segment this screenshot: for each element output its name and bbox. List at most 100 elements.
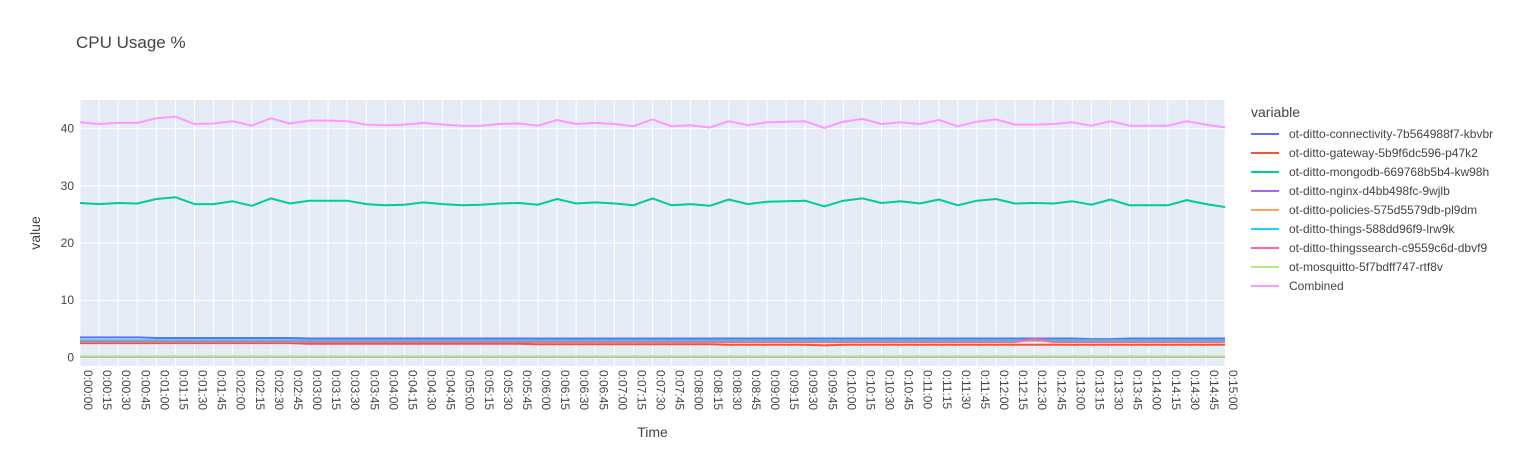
x-tick-label: 0:00:15 (100, 370, 114, 410)
legend-label: ot-ditto-nginx-d4bb498fc-9wjlb (1289, 183, 1450, 198)
series-line-6 (80, 338, 1225, 343)
legend-label: ot-ditto-connectivity-7b564988f7-kbvbr (1289, 126, 1494, 141)
x-tick-label: 0:03:45 (367, 370, 381, 410)
y-tick-label: 40 (61, 122, 75, 136)
x-tick-label: 0:04:15 (405, 370, 419, 410)
x-tick-label: 0:03:00 (310, 370, 324, 410)
legend-swatch (1251, 208, 1279, 211)
legend-label: ot-ditto-thingssearch-c9559c6d-dbvf9 (1289, 240, 1488, 255)
x-tick-label: 0:02:30 (272, 370, 286, 410)
x-tick-label: 0:10:00 (844, 370, 858, 410)
legend-item[interactable]: ot-ditto-gateway-5b9f6dc596-p47k2 (1251, 143, 1493, 162)
chart-title: CPU Usage % (76, 33, 186, 52)
x-axis-title: Time (637, 424, 668, 440)
x-tick-label: 0:06:15 (558, 370, 572, 410)
legend-swatch (1251, 151, 1279, 154)
x-tick-label: 0:13:15 (1092, 370, 1106, 410)
x-tick-label: 0:04:45 (444, 370, 458, 410)
x-tick-label: 0:09:30 (806, 370, 820, 410)
x-tick-label: 0:07:30 (654, 370, 668, 410)
legend-label: Combined (1289, 278, 1344, 293)
x-tick-label: 0:11:30 (959, 370, 973, 409)
x-tick-label: 0:12:30 (1035, 370, 1049, 410)
x-tick-label: 0:01:30 (196, 370, 210, 410)
x-tick-label: 0:08:15 (711, 370, 725, 410)
y-tick-label: 20 (61, 236, 75, 250)
legend-item[interactable]: ot-ditto-things-588dd96f9-lrw9k (1251, 219, 1493, 238)
legend-item[interactable]: ot-mosquitto-5f7bdff747-rtf8v (1251, 257, 1493, 276)
legend-item[interactable]: ot-ditto-connectivity-7b564988f7-kbvbr (1251, 124, 1493, 143)
x-tick-label: 0:00:30 (119, 370, 133, 410)
x-tick-label: 0:13:30 (1112, 370, 1126, 410)
x-tick-label: 0:07:00 (615, 370, 629, 410)
x-tick-label: 0:09:45 (825, 370, 839, 410)
x-tick-label: 0:06:00 (539, 370, 553, 410)
series-line-8 (79, 115, 1226, 129)
x-tick-label: 0:09:00 (768, 370, 782, 410)
y-tick-label: 10 (61, 293, 75, 307)
legend-item[interactable]: ot-ditto-mongodb-669768b5b4-kw98h (1251, 162, 1493, 181)
x-tick-label: 0:06:45 (596, 370, 610, 410)
x-tick-label: 0:02:15 (253, 370, 267, 410)
x-tick-label: 0:04:00 (386, 370, 400, 410)
x-tick-label: 0:13:00 (1073, 370, 1087, 410)
x-tick-label: 0:03:15 (329, 370, 343, 410)
legend-swatch (1251, 170, 1279, 173)
legend-label: ot-ditto-gateway-5b9f6dc596-p47k2 (1289, 145, 1478, 160)
legend: variable ot-ditto-connectivity-7b564988f… (1251, 104, 1493, 295)
x-tick-label: 0:05:15 (482, 370, 496, 410)
x-tick-label: 0:08:00 (692, 370, 706, 410)
x-tick-label: 0:01:15 (176, 370, 190, 410)
legend-swatch (1251, 132, 1279, 135)
y-tick-label: 0 (67, 350, 74, 364)
series-line-2 (79, 196, 1226, 208)
x-tick-label: 0:01:00 (157, 370, 171, 410)
legend-swatch (1251, 284, 1279, 287)
x-tick-label: 0:12:45 (1054, 370, 1068, 410)
x-tick-label: 0:12:15 (1016, 370, 1030, 410)
series-line-0 (80, 336, 1225, 341)
series-line-1 (80, 342, 1225, 347)
x-tick-label: 0:02:00 (234, 370, 248, 410)
legend-item[interactable]: Combined (1251, 276, 1493, 295)
x-tick-label: 0:10:45 (902, 370, 916, 410)
x-tick-label: 0:08:45 (749, 370, 763, 410)
x-tick-label: 0:05:45 (520, 370, 534, 410)
x-tick-label: 0:03:30 (348, 370, 362, 410)
x-tick-label: 0:12:00 (997, 370, 1011, 410)
legend-item[interactable]: ot-ditto-thingssearch-c9559c6d-dbvf9 (1251, 238, 1493, 257)
legend-label: ot-ditto-policies-575d5579db-pl9dm (1289, 202, 1478, 217)
x-tick-label: 0:14:45 (1207, 370, 1221, 410)
y-tick-label: 30 (61, 179, 75, 193)
x-tick-label: 0:04:30 (425, 370, 439, 410)
legend-title: variable (1251, 104, 1301, 120)
x-tick-label: 0:07:15 (634, 370, 648, 410)
x-tick-label: 0:10:30 (883, 370, 897, 410)
legend-label: ot-ditto-mongodb-669768b5b4-kw98h (1289, 164, 1490, 179)
x-tick-label: 0:08:30 (730, 370, 744, 410)
x-tick-label: 0:10:15 (863, 370, 877, 410)
x-tick-label: 0:01:45 (215, 370, 229, 410)
legend-item[interactable]: ot-ditto-policies-575d5579db-pl9dm (1251, 200, 1493, 219)
x-tick-label: 0:02:45 (291, 370, 305, 410)
legend-label: ot-mosquitto-5f7bdff747-rtf8v (1289, 259, 1443, 274)
x-tick-label: 0:11:00 (921, 370, 935, 409)
x-tick-label: 0:15:00 (1226, 370, 1240, 410)
x-tick-label: 0:05:30 (501, 370, 515, 410)
legend-item[interactable]: ot-ditto-nginx-d4bb498fc-9wjlb (1251, 181, 1493, 200)
x-tick-label: 0:13:45 (1131, 370, 1145, 410)
x-tick-label: 0:07:45 (673, 370, 687, 410)
x-tick-label: 0:06:30 (577, 370, 591, 410)
x-tick-label: 0:00:45 (138, 370, 152, 410)
legend-swatch (1251, 265, 1279, 268)
legend-label: ot-ditto-things-588dd96f9-lrw9k (1289, 221, 1455, 236)
legend-swatch (1251, 189, 1279, 192)
x-tick-label: 0:09:15 (787, 370, 801, 410)
x-tick-label: 0:11:15 (940, 370, 954, 409)
legend-swatch (1251, 227, 1279, 230)
x-tick-label: 0:05:00 (463, 370, 477, 410)
x-tick-label: 0:14:00 (1150, 370, 1164, 410)
y-axis-title: value (27, 216, 43, 250)
x-tick-label: 0:00:00 (81, 370, 95, 410)
